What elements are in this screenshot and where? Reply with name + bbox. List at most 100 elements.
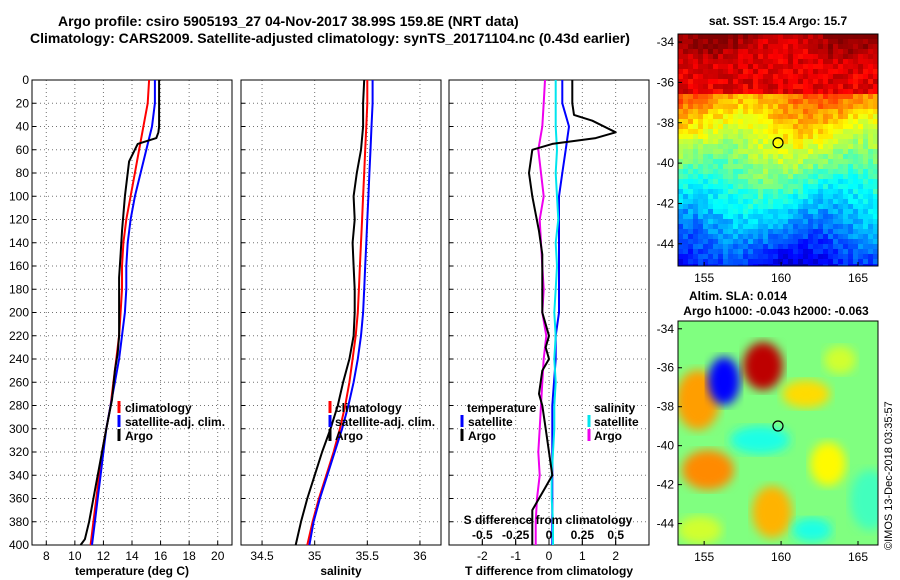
- sst-cell: [773, 84, 779, 90]
- legend-label-t-satellite: satellite: [468, 415, 513, 429]
- sst-cell: [738, 244, 744, 250]
- sst-cell: [683, 89, 689, 95]
- sst-cell: [733, 119, 739, 125]
- sst-cell: [728, 154, 734, 160]
- sst-cell: [693, 219, 699, 225]
- sst-cell: [753, 189, 759, 195]
- sst-cell: [808, 204, 814, 210]
- sst-cell: [738, 34, 744, 40]
- sst-cell: [708, 224, 714, 230]
- sst-cell: [713, 139, 719, 145]
- sst-cell: [798, 184, 804, 190]
- sst-cell: [808, 69, 814, 75]
- sst-cell: [678, 134, 684, 140]
- sst-cell: [823, 204, 829, 210]
- sst-cell: [683, 84, 689, 90]
- sst-cell: [763, 104, 769, 110]
- sst-cell: [873, 219, 878, 225]
- sst-cell: [738, 59, 744, 65]
- sst-cell: [678, 139, 684, 145]
- sst-cell: [853, 254, 859, 260]
- sst-cell: [728, 74, 734, 80]
- sst-cell: [708, 109, 714, 115]
- sst-cell: [828, 194, 834, 200]
- sst-cell: [778, 94, 784, 100]
- sst-cell: [748, 239, 754, 245]
- sst-cell: [728, 189, 734, 195]
- sst-cell: [823, 224, 829, 230]
- sst-cell: [808, 244, 814, 250]
- sst-cell: [823, 44, 829, 50]
- sst-cell: [788, 224, 794, 230]
- sst-cell: [743, 104, 749, 110]
- sst-cell: [743, 34, 749, 40]
- sst-cell: [853, 159, 859, 165]
- sst-cell: [693, 144, 699, 150]
- sst-cell: [863, 209, 869, 215]
- sst-cell: [843, 179, 849, 185]
- sst-cell: [773, 89, 779, 95]
- sla-anomaly: [743, 342, 783, 390]
- sst-cell: [873, 109, 878, 115]
- sst-cell: [863, 164, 869, 170]
- sst-cell: [758, 109, 764, 115]
- sst-cell: [678, 264, 684, 266]
- sst-cell: [848, 124, 854, 130]
- sst-cell: [828, 174, 834, 180]
- sst-cell: [833, 134, 839, 140]
- sst-cell: [853, 64, 859, 70]
- sst-cell: [818, 64, 824, 70]
- sst-cell: [833, 219, 839, 225]
- sst-cell: [858, 169, 864, 175]
- sst-cell: [723, 229, 729, 235]
- sst-cell: [708, 59, 714, 65]
- sst-cell: [733, 49, 739, 55]
- sst-cell: [748, 139, 754, 145]
- sst-cell: [733, 64, 739, 70]
- sst-cell: [848, 109, 854, 115]
- sst-cell: [768, 224, 774, 230]
- sst-cell: [678, 49, 684, 55]
- sst-cell: [683, 179, 689, 185]
- sst-cell: [818, 134, 824, 140]
- sst-cell: [693, 74, 699, 80]
- sst-cell: [738, 64, 744, 70]
- sst-cell: [823, 54, 829, 60]
- sst-cell: [788, 89, 794, 95]
- sst-cell: [763, 94, 769, 100]
- sst-cell: [823, 64, 829, 70]
- sst-cell: [678, 59, 684, 65]
- x-tick-label: 20: [211, 549, 225, 563]
- sst-cell: [733, 79, 739, 85]
- sst-cell: [853, 99, 859, 105]
- sst-cell: [813, 164, 819, 170]
- sst-cell: [788, 64, 794, 70]
- sst-cell: [743, 139, 749, 145]
- sst-cell: [738, 189, 744, 195]
- sst-cell: [713, 94, 719, 100]
- sst-cell: [853, 234, 859, 240]
- sst-cell: [743, 74, 749, 80]
- sst-cell: [833, 179, 839, 185]
- sst-cell: [823, 219, 829, 225]
- sst-cell: [853, 154, 859, 160]
- sst-cell: [873, 69, 878, 75]
- sst-cell: [798, 179, 804, 185]
- sst-cell: [778, 199, 784, 205]
- sst-cell: [808, 224, 814, 230]
- sst-cell: [788, 264, 794, 266]
- sst-cell: [723, 264, 729, 266]
- sst-cell: [798, 139, 804, 145]
- sst-cell: [828, 114, 834, 120]
- sst-cell: [698, 59, 704, 65]
- sst-cell: [828, 169, 834, 175]
- sst-cell: [853, 94, 859, 100]
- sst-cell: [678, 144, 684, 150]
- sst-cell: [793, 204, 799, 210]
- sst-cell: [763, 44, 769, 50]
- sst-cell: [828, 89, 834, 95]
- sst-cell: [788, 114, 794, 120]
- sst-cell: [803, 64, 809, 70]
- sst-cell: [733, 99, 739, 105]
